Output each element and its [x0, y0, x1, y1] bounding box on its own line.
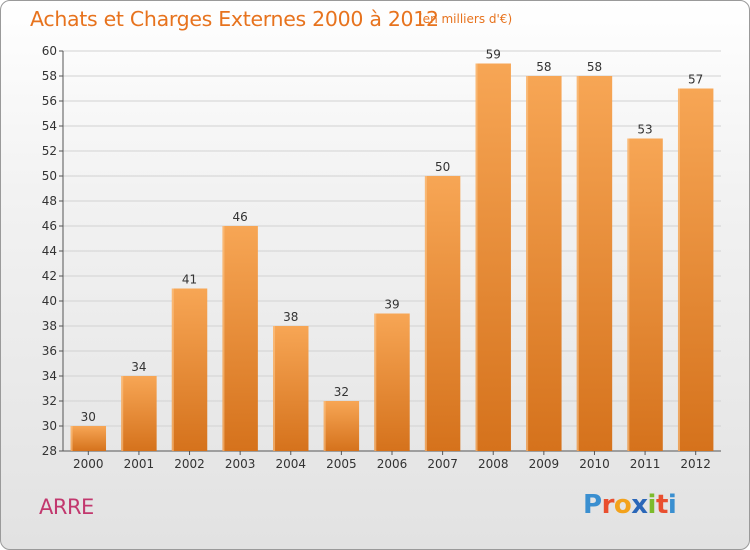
- logo-letter: i: [667, 490, 677, 520]
- x-tick-label: 2005: [326, 457, 357, 471]
- data-label: 57: [688, 73, 703, 87]
- data-labels: 30 34 41 46 38 32 39 50 59 58 58 53 57: [81, 48, 704, 425]
- bar: [323, 401, 360, 451]
- data-label: 38: [283, 310, 298, 324]
- bar: [222, 226, 258, 451]
- bar-highlight: [171, 288, 174, 451]
- chart-title: Achats et Charges Externes 2000 à 2012: [30, 7, 439, 31]
- bar-highlight: [526, 76, 529, 451]
- x-tick-label: 2012: [680, 457, 711, 471]
- x-tick-label: 2006: [377, 457, 408, 471]
- x-tick-label: 2002: [174, 457, 205, 471]
- y-tick-label: 36: [42, 344, 57, 358]
- logo-letter: i: [647, 490, 657, 520]
- y-tick-label: 44: [42, 244, 57, 258]
- y-tick-label: 48: [42, 194, 57, 208]
- y-tick-label: 40: [42, 294, 57, 308]
- y-tick-label: 34: [42, 369, 57, 383]
- x-tick-label: 2010: [579, 457, 610, 471]
- bar: [526, 76, 562, 451]
- y-tick-label: 60: [42, 44, 57, 58]
- bar: [627, 138, 663, 451]
- proxiti-logo: Proxiti: [583, 490, 677, 520]
- bar-highlight: [677, 88, 680, 451]
- x-tick-label: 2011: [630, 457, 661, 471]
- bar: [677, 88, 714, 451]
- data-label: 34: [131, 360, 146, 374]
- y-tick-label: 38: [42, 319, 57, 333]
- x-tick-label: 2004: [275, 457, 306, 471]
- bar-highlight: [475, 63, 478, 451]
- bar-highlight: [273, 326, 276, 451]
- y-tick-label: 30: [42, 419, 57, 433]
- y-tick-label: 28: [42, 444, 57, 458]
- data-label: 30: [81, 410, 96, 424]
- x-tick-label: 2003: [225, 457, 256, 471]
- data-label: 32: [334, 385, 349, 399]
- bar: [171, 288, 208, 451]
- x-tick-label: 2000: [73, 457, 104, 471]
- y-tick-label: 52: [42, 144, 57, 158]
- data-label: 39: [384, 298, 399, 312]
- y-tick-label: 42: [42, 269, 57, 283]
- bar-highlight: [576, 76, 579, 451]
- data-label: 58: [587, 60, 602, 74]
- bar: [273, 326, 309, 451]
- data-label: 58: [536, 60, 551, 74]
- data-label: 59: [486, 48, 501, 62]
- bar: [374, 313, 410, 451]
- data-label: 53: [637, 123, 652, 137]
- logo-letter: x: [631, 490, 648, 520]
- bar: [121, 376, 157, 451]
- data-label: 50: [435, 160, 450, 174]
- bar-highlight: [374, 313, 377, 451]
- bar: [70, 426, 107, 451]
- logo-letter: o: [613, 490, 632, 520]
- bar-highlight: [424, 176, 427, 451]
- unit-note: (en milliers d'€): [418, 12, 513, 26]
- logo-letter: t: [655, 490, 668, 520]
- bar: [475, 63, 511, 451]
- bar: [576, 76, 613, 451]
- y-tick-label: 50: [42, 169, 57, 183]
- data-label: 41: [182, 273, 197, 287]
- x-tick-label: 2009: [529, 457, 560, 471]
- bar-highlight: [121, 376, 124, 451]
- data-label: 46: [233, 210, 248, 224]
- bar-highlight: [222, 226, 225, 451]
- y-tick-label: 54: [42, 119, 57, 133]
- y-tick-label: 56: [42, 94, 57, 108]
- bar: [424, 176, 461, 451]
- y-tick-label: 58: [42, 69, 57, 83]
- logo-letter: r: [601, 490, 615, 520]
- bar-highlight: [323, 401, 326, 451]
- x-tick-label: 2001: [124, 457, 155, 471]
- y-tick-label: 46: [42, 219, 57, 233]
- y-tick-label: 32: [42, 394, 57, 408]
- x-tick-label: 2008: [478, 457, 509, 471]
- logo-letter: P: [583, 490, 602, 520]
- bar-highlight: [627, 138, 630, 451]
- bars: [70, 63, 714, 451]
- bar-highlight: [70, 426, 73, 451]
- place-name: ARRE: [39, 495, 94, 519]
- x-tick-label: 2007: [427, 457, 458, 471]
